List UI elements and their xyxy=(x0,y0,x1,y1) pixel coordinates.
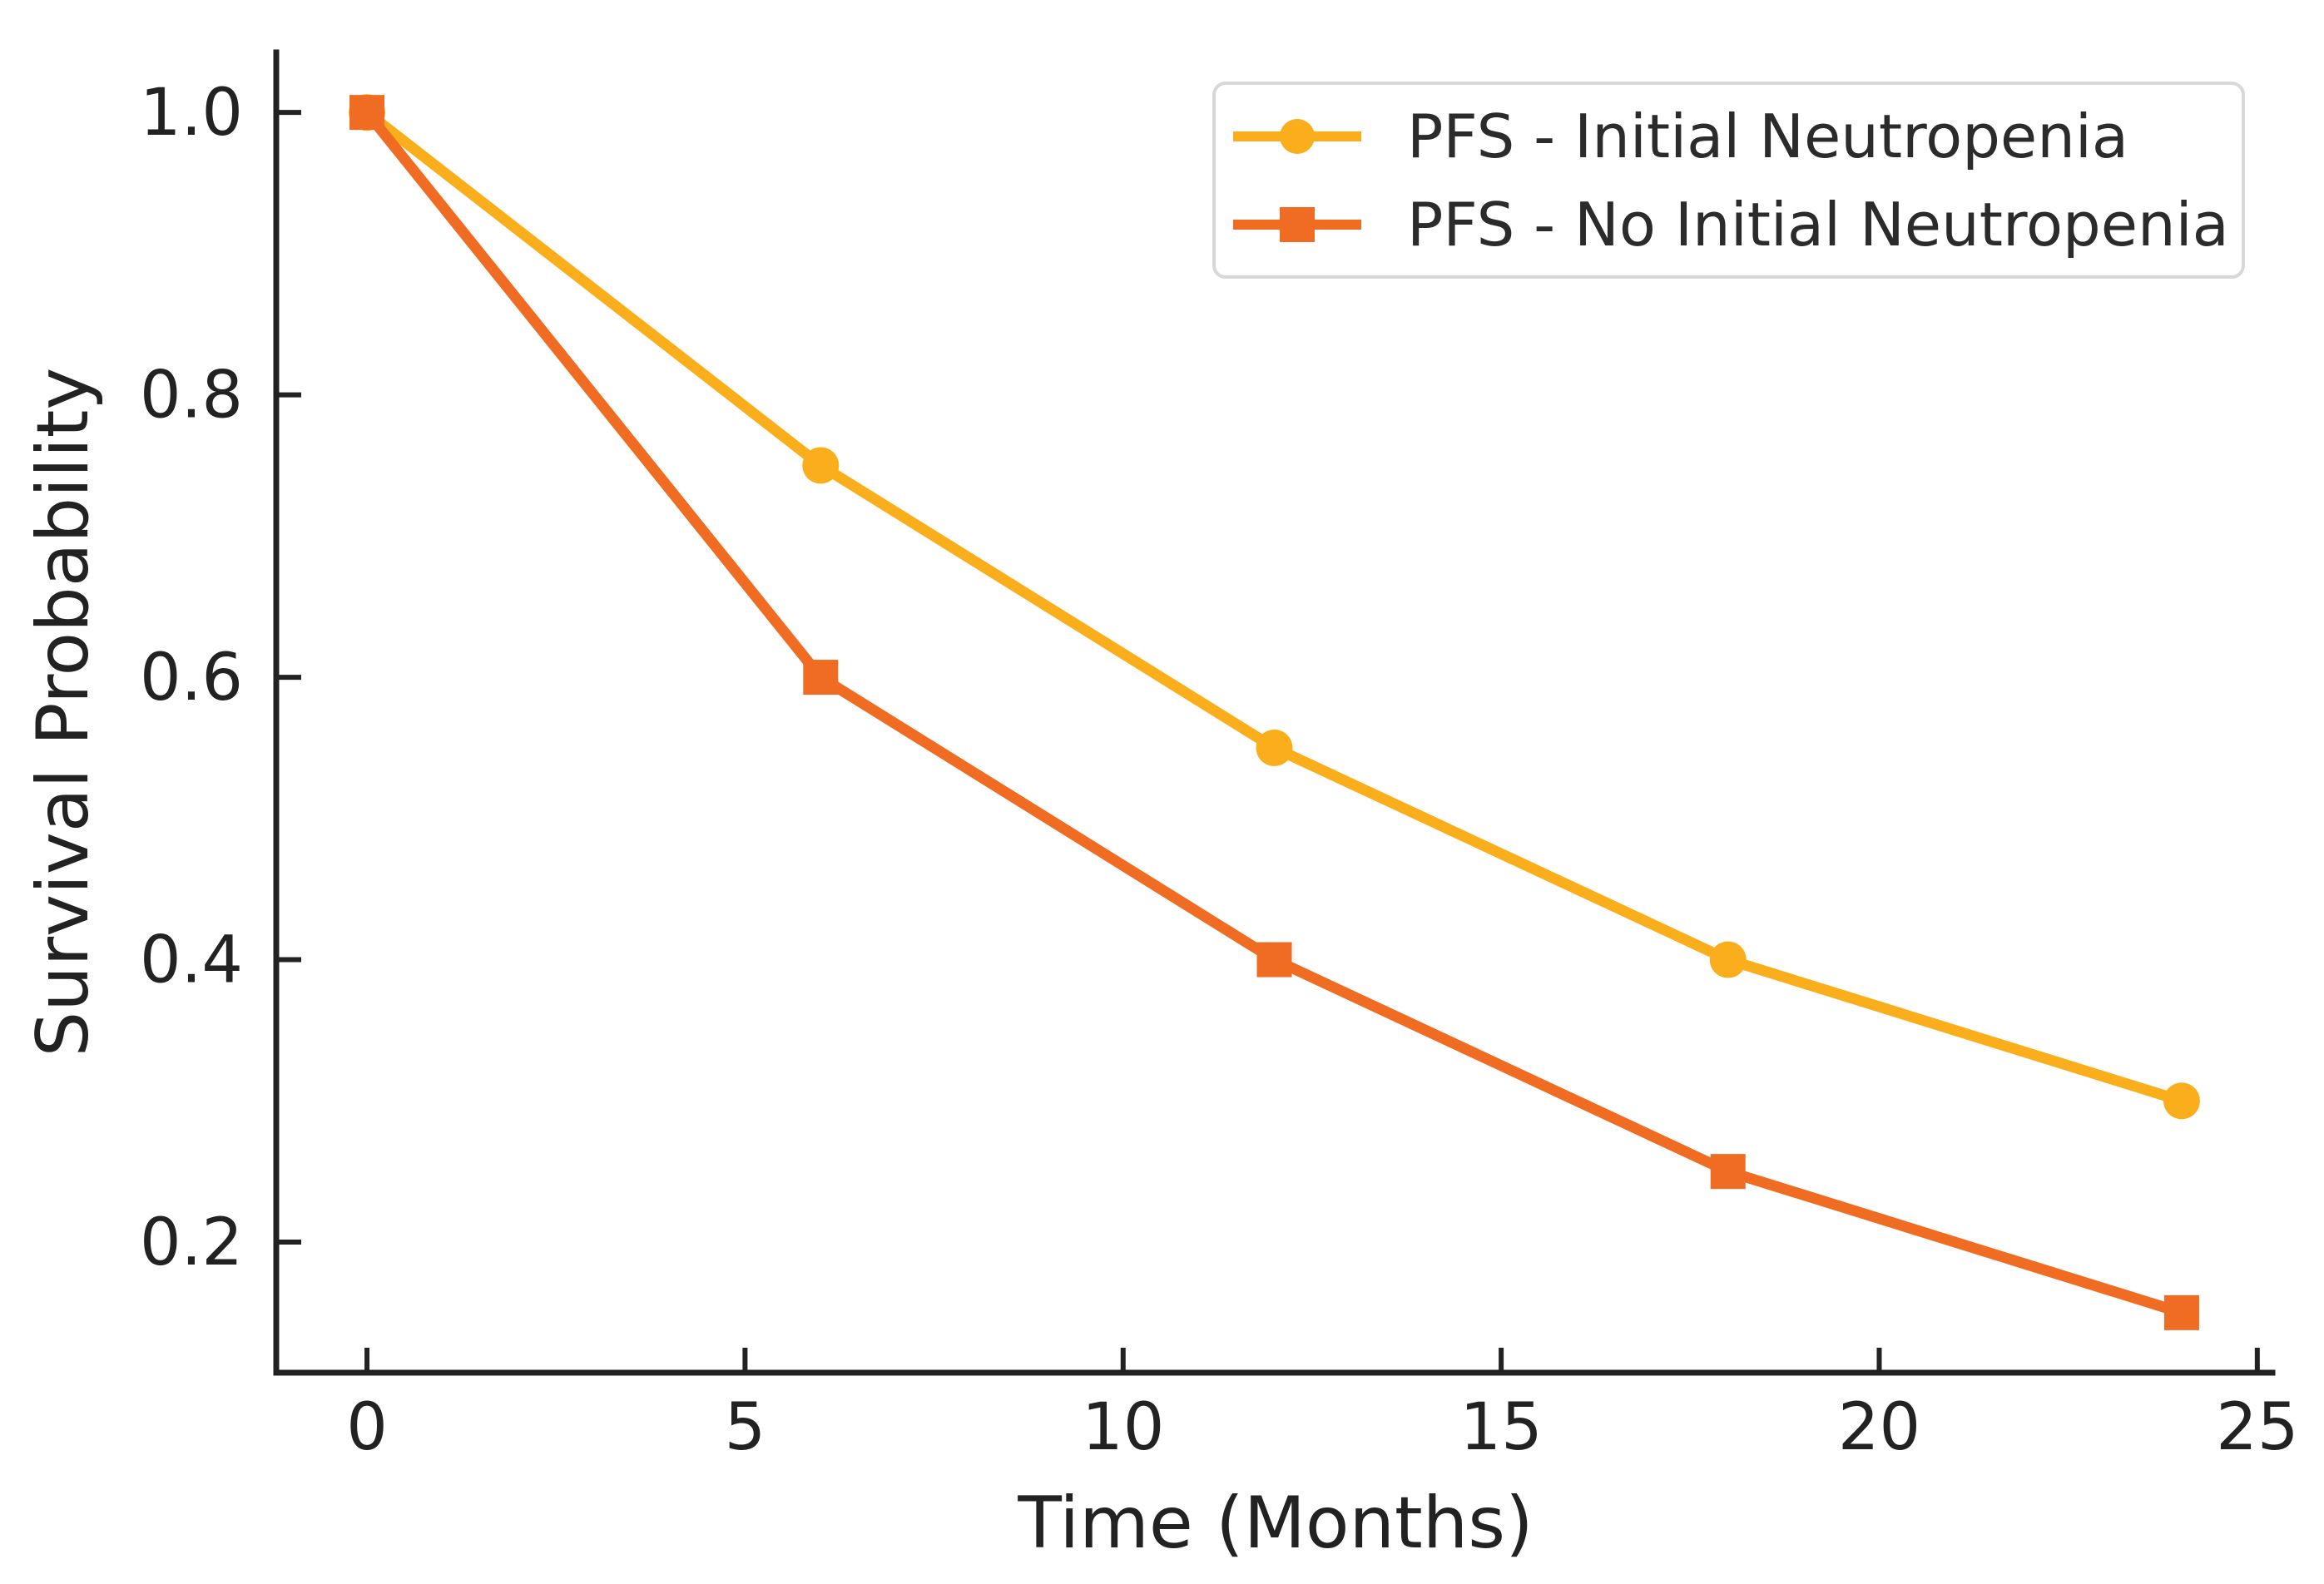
y-tick-label: 0.2 xyxy=(140,1205,243,1280)
legend-sample-marker xyxy=(1280,206,1315,242)
x-tick-label: 5 xyxy=(725,1390,766,1465)
legend-item-label: PFS - No Initial Neutropenia xyxy=(1407,189,2229,260)
y-tick-label: 0.8 xyxy=(140,359,243,433)
x-tick-label: 0 xyxy=(346,1390,388,1465)
y-tick-label: 1.0 xyxy=(140,76,243,151)
data-point-marker xyxy=(2163,1294,2199,1330)
data-point-marker xyxy=(2163,1082,2200,1120)
axes-layer: 0 5 10 15 20 25 0.2 0.4 0.6 0.8 1.0 xyxy=(140,49,2298,1465)
data-point-marker xyxy=(1256,729,1293,766)
legend-item-label: PFS - Initial Neutropenia xyxy=(1407,101,2128,171)
legend-item: PFS - Initial Neutropenia xyxy=(1233,101,2242,171)
data-point-marker xyxy=(349,95,385,131)
x-axis-label: Time (Months) xyxy=(1017,1482,1533,1565)
y-tick-label: 0.6 xyxy=(140,641,243,715)
y-tick-label: 0.4 xyxy=(140,923,243,998)
legend: PFS - Initial Neutropenia PFS - No Initia… xyxy=(1212,82,2245,279)
legend-item: PFS - No Initial Neutropenia xyxy=(1233,190,2242,260)
circle-marker-icon xyxy=(1233,118,1361,154)
x-tick-label: 15 xyxy=(1459,1390,1542,1465)
square-marker-icon xyxy=(1233,206,1361,242)
data-point-marker xyxy=(802,447,840,484)
data-point-marker xyxy=(803,660,839,695)
y-axis-label: Survival Probability xyxy=(22,368,105,1057)
series-line-2 xyxy=(362,109,2183,1319)
data-point-marker xyxy=(1710,1154,1746,1190)
data-point-marker xyxy=(1709,941,1747,978)
legend-sample-marker xyxy=(1280,118,1315,154)
x-tick-label: 10 xyxy=(1082,1390,1164,1465)
data-point-marker xyxy=(1256,942,1292,978)
x-tick-label: 20 xyxy=(1838,1390,1920,1465)
x-tick-label: 25 xyxy=(2216,1390,2298,1465)
